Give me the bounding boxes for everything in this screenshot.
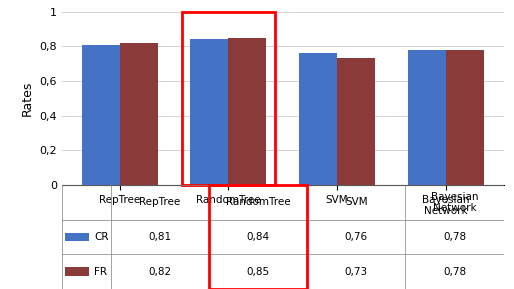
Text: CR: CR <box>94 232 108 242</box>
Y-axis label: Rates: Rates <box>21 81 33 116</box>
Bar <box>446 50 484 185</box>
Bar <box>65 233 89 241</box>
Bar <box>209 185 307 289</box>
Bar <box>82 45 120 185</box>
Bar <box>65 267 89 276</box>
Text: FR: FR <box>94 267 107 277</box>
Text: SVM: SVM <box>345 197 368 207</box>
Text: 0,81: 0,81 <box>149 232 172 242</box>
Text: RandomTree: RandomTree <box>226 197 290 207</box>
Bar <box>120 43 158 185</box>
Text: 0,84: 0,84 <box>247 232 270 242</box>
Text: 0,85: 0,85 <box>247 267 270 277</box>
Bar <box>408 50 446 185</box>
Text: 0,76: 0,76 <box>345 232 368 242</box>
Bar <box>299 53 337 185</box>
Bar <box>181 12 275 185</box>
Text: RepTree: RepTree <box>139 197 180 207</box>
Text: 0,73: 0,73 <box>345 267 368 277</box>
Text: 0,78: 0,78 <box>443 232 466 242</box>
Text: 0,82: 0,82 <box>149 267 172 277</box>
Text: 0,78: 0,78 <box>443 267 466 277</box>
Text: Bayesian
Network: Bayesian Network <box>431 192 479 213</box>
Bar <box>228 38 266 185</box>
Bar <box>190 39 228 185</box>
Bar <box>337 58 375 185</box>
